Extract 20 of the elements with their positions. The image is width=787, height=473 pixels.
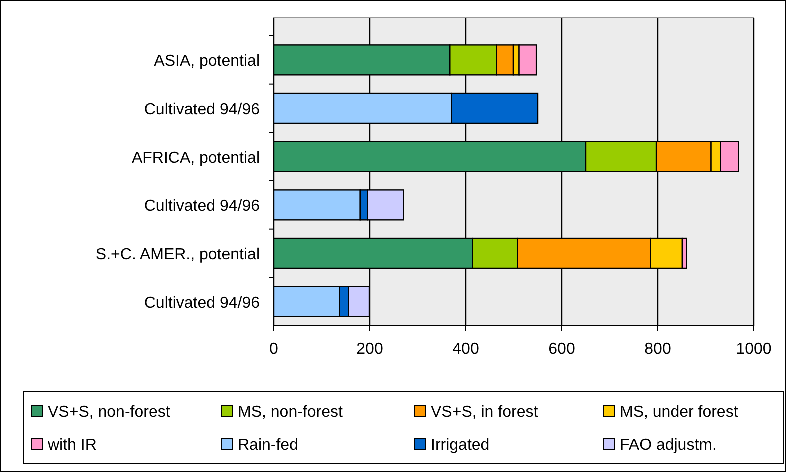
x-tick-label: 600	[548, 341, 576, 358]
legend-label: MS, under forest	[620, 404, 739, 421]
legend-label: Irrigated	[431, 437, 490, 454]
y-tick-label: Cultivated 94/96	[144, 198, 260, 216]
legend-label: FAO adjustm.	[620, 437, 717, 454]
y-tick-label: Cultivated 94/96	[144, 102, 260, 118]
y-tick-label: AFRICA, potential	[132, 150, 260, 167]
legend-label: Rain-fed	[238, 437, 298, 454]
x-tick-label: 400	[452, 341, 480, 358]
y-tick-label: Cultivated 94/96	[144, 294, 260, 312]
y-tick-label: S.+C. AMER., potential	[96, 246, 260, 264]
x-tick-label: 1000	[736, 341, 772, 358]
x-tick-label: 200	[356, 341, 384, 358]
legend-label: with IR	[47, 437, 97, 454]
x-tick-label: 0	[270, 341, 279, 358]
legend-label: MS, non-forest	[238, 404, 344, 421]
legend-label: VS+S, non-forest	[48, 404, 171, 421]
legend-label: VS+S, in forest	[431, 404, 539, 421]
x-tick-label: 800	[644, 341, 672, 358]
y-tick-label: ASIA, potential	[154, 53, 260, 70]
